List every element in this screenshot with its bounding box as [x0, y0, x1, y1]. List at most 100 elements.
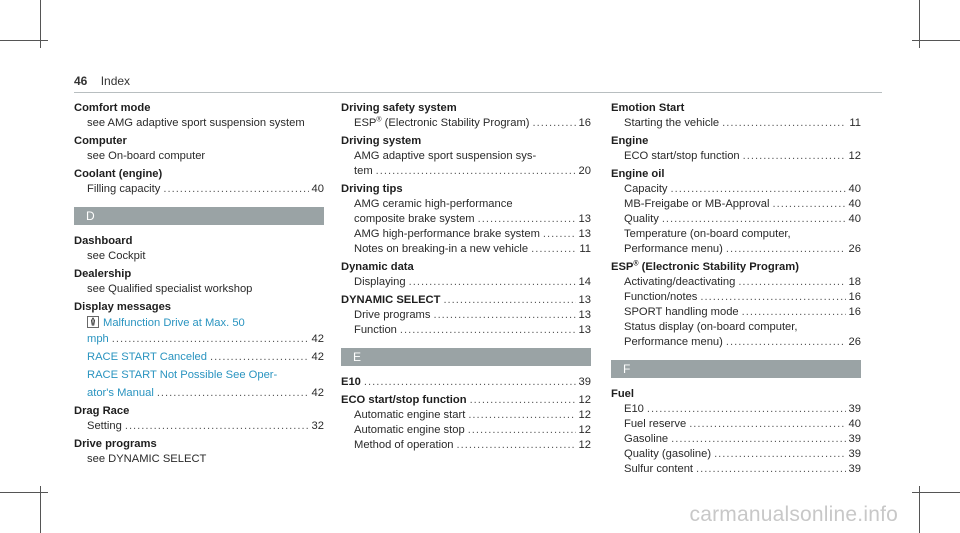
index-entry: ESP® (Electronic Stability Program) Acti…: [611, 260, 861, 350]
index-column-3: Emotion Start Starting the vehicle11 Eng…: [611, 101, 861, 480]
index-entry: Fuel E1039 Fuel reserve40 Gasoline39 Qua…: [611, 387, 861, 477]
entry-subitem[interactable]: AMG ceramic high-performance: [354, 198, 513, 210]
entry-subitem[interactable]: Setting32: [74, 419, 324, 434]
header-rule: [74, 92, 882, 93]
entry-reference[interactable]: see DYNAMIC SELECT: [87, 453, 207, 465]
entry-subitem[interactable]: Malfunction Drive at Max. 50: [74, 315, 324, 332]
index-entry: Drive programs see DYNAMIC SELECT: [74, 437, 324, 467]
entry-subitem[interactable]: MB-Freigabe or MB-Approval40: [611, 197, 861, 212]
entry-subitem[interactable]: composite brake system13: [341, 212, 591, 227]
index-entry: Display messages Malfunction Drive at Ma…: [74, 300, 324, 401]
page-ref: 42: [311, 333, 324, 345]
entry-subitem[interactable]: tem20: [341, 164, 591, 179]
index-entry: DYNAMIC SELECT13 Drive programs13 Functi…: [341, 293, 591, 338]
index-entry: Drag Race Setting32: [74, 404, 324, 434]
entry-subitem[interactable]: Automatic engine start12: [341, 408, 591, 423]
page-ref: 13: [578, 324, 591, 336]
entry-subitem[interactable]: Drive programs13: [341, 308, 591, 323]
page-ref: 11: [849, 117, 861, 129]
entry-subitem[interactable]: AMG adaptive sport suspension sys-: [354, 150, 537, 162]
index-entry: Driving tips AMG ceramic high-performanc…: [341, 182, 591, 257]
page-ref: 12: [848, 150, 861, 162]
entry-heading: Fuel: [611, 388, 634, 400]
entry-subitem[interactable]: Quality40: [611, 212, 861, 227]
entry-reference[interactable]: see On-board computer: [87, 150, 206, 162]
crop-mark: [40, 0, 41, 48]
entry-subitem[interactable]: Method of operation12: [341, 438, 591, 453]
page-ref: 13: [578, 309, 591, 321]
index-entry: Comfort mode see AMG adaptive sport susp…: [74, 101, 324, 131]
entry-heading: Computer: [74, 135, 127, 147]
index-entry: Coolant (engine) Filling capacity40: [74, 167, 324, 197]
entry-subitem[interactable]: Function/notes16: [611, 290, 861, 305]
entry-subitem[interactable]: E1039: [611, 402, 861, 417]
page-ref: 16: [848, 306, 861, 318]
page-ref: 12: [578, 394, 591, 406]
entry-subitem[interactable]: Function13: [341, 323, 591, 338]
entry-heading[interactable]: E1039: [341, 375, 591, 390]
malfunction-warning-icon: [87, 316, 99, 328]
entry-subitem[interactable]: Status display (on-board computer,: [624, 321, 798, 333]
page-ref: 39: [848, 403, 861, 415]
entry-heading: Driving safety system: [341, 102, 457, 114]
crop-mark: [40, 486, 41, 533]
entry-heading[interactable]: DYNAMIC SELECT13: [341, 293, 591, 308]
page-ref: 13: [578, 294, 591, 306]
page-ref: 11: [579, 243, 591, 255]
index-entry: ECO start/stop function12 Automatic engi…: [341, 393, 591, 453]
entry-subitem[interactable]: mph42: [74, 332, 324, 347]
entry-heading: Coolant (engine): [74, 168, 163, 180]
entry-subitem[interactable]: Automatic engine stop12: [341, 423, 591, 438]
entry-heading[interactable]: ECO start/stop function12: [341, 393, 591, 408]
index-entry: Dynamic data Displaying14: [341, 260, 591, 290]
index-entry: Emotion Start Starting the vehicle11: [611, 101, 861, 131]
letter-bar-f: F: [611, 360, 861, 378]
entry-reference[interactable]: see Qualified specialist workshop: [87, 283, 253, 295]
entry-subitem[interactable]: AMG high-performance brake system13: [341, 227, 591, 242]
entry-subitem[interactable]: RACE START Canceled42: [74, 350, 324, 365]
entry-subitem[interactable]: Quality (gasoline)39: [611, 447, 861, 462]
entry-subitem[interactable]: Capacity40: [611, 182, 861, 197]
page-ref: 32: [311, 420, 324, 432]
entry-subitem[interactable]: Temperature (on-board computer,: [624, 228, 791, 240]
entry-heading: Driving tips: [341, 183, 403, 195]
entry-subitem[interactable]: SPORT handling mode16: [611, 305, 861, 320]
page-ref: 40: [848, 213, 861, 225]
entry-heading: Engine oil: [611, 168, 665, 180]
page-ref: 39: [848, 433, 861, 445]
index-entry: Driving safety system ESP® (Electronic S…: [341, 101, 591, 131]
page-ref: 13: [578, 228, 591, 240]
entry-subitem[interactable]: Filling capacity40: [74, 182, 324, 197]
page-ref: 12: [578, 424, 591, 436]
entry-subitem[interactable]: Activating/deactivating18: [611, 275, 861, 290]
page-ref: 42: [311, 351, 324, 363]
entry-heading: Display messages: [74, 301, 172, 313]
page-ref: 42: [311, 387, 324, 399]
entry-heading: Dashboard: [74, 235, 133, 247]
entry-reference[interactable]: see AMG adaptive sport suspension system: [87, 117, 305, 129]
entry-subitem[interactable]: Performance menu)26: [611, 335, 861, 350]
entry-subitem[interactable]: Displaying14: [341, 275, 591, 290]
page-ref: 13: [578, 213, 591, 225]
page-number: 46: [74, 74, 88, 88]
entry-subitem[interactable]: Starting the vehicle11: [611, 116, 861, 131]
page-ref: 20: [578, 165, 591, 177]
entry-subitem[interactable]: Sulfur content39: [611, 462, 861, 477]
entry-subitem[interactable]: Gasoline39: [611, 432, 861, 447]
page-ref: 40: [848, 183, 861, 195]
entry-subitem[interactable]: RACE START Not Possible See Oper-: [87, 369, 278, 381]
page-ref: 12: [578, 439, 591, 451]
entry-heading: ESP® (Electronic Stability Program): [611, 260, 799, 273]
entry-reference[interactable]: see Cockpit: [87, 250, 146, 262]
index-entry: Computer see On-board computer: [74, 134, 324, 164]
entry-subitem[interactable]: Performance menu)26: [611, 242, 861, 257]
entry-subitem[interactable]: Fuel reserve40: [611, 417, 861, 432]
index-column-1: Comfort mode see AMG adaptive sport susp…: [74, 101, 324, 470]
entry-subitem[interactable]: ECO start/stop function12: [611, 149, 861, 164]
index-entry: E1039: [341, 375, 591, 390]
entry-subitem[interactable]: ator's Manual42: [74, 386, 324, 401]
entry-subitem[interactable]: ESP® (Electronic Stability Program)16: [341, 116, 591, 131]
entry-heading: Emotion Start: [611, 102, 685, 114]
crop-mark: [919, 486, 920, 533]
entry-subitem[interactable]: Notes on breaking-in a new vehicle11: [341, 242, 591, 257]
